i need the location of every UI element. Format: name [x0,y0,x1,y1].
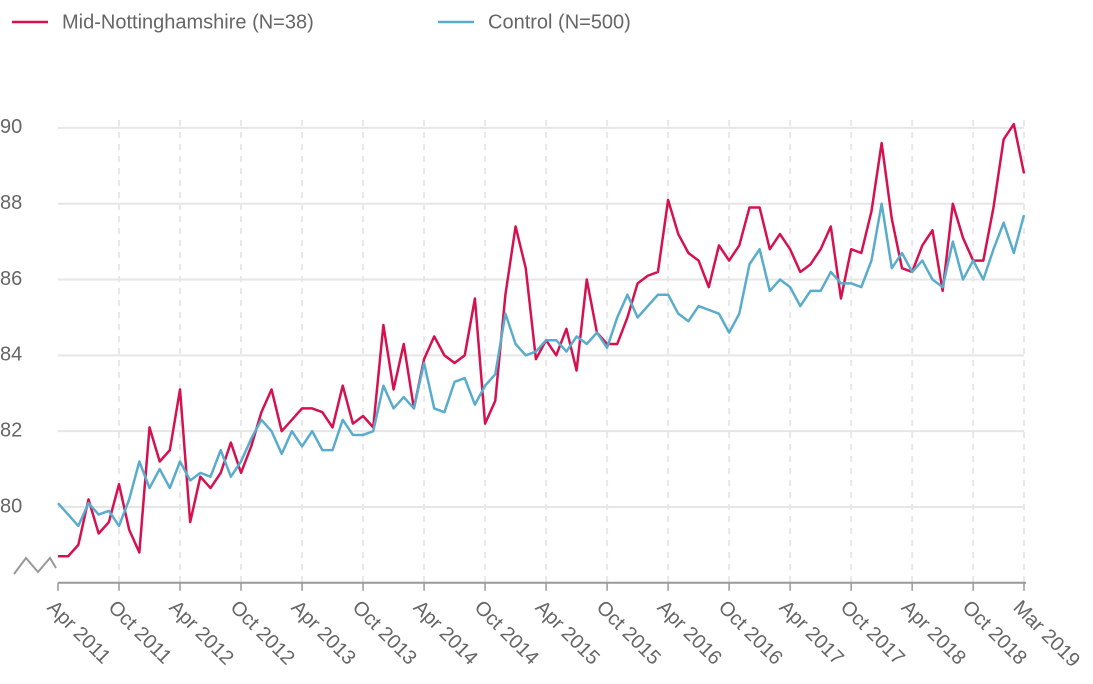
x-tick-label: Apr 2012 [165,597,238,670]
axis-break [13,556,57,575]
x-tick-label: Oct 2013 [348,597,421,670]
x-tick-label: Apr 2014 [409,597,482,670]
data-line [58,122,1026,558]
x-tick-label: Oct 2016 [714,597,787,670]
y-tick-label: 82 [0,419,22,441]
x-tick-label: Apr 2015 [531,597,604,670]
x-tick-label: Oct 2012 [226,597,299,670]
y-tick-label: 84 [0,344,22,366]
y-tick-label: 86 [0,268,22,290]
x-tick-label: Apr 2017 [775,597,848,670]
y-tick-label: 90 [0,116,22,138]
x-tick-label: Oct 2015 [592,597,665,670]
legend-label: Control (N=500) [488,11,631,33]
x-tick-label: Apr 2016 [653,597,726,670]
x-tick-label: Oct 2017 [836,597,909,670]
x-tick-label: Oct 2014 [470,597,543,670]
y-tick-label: 80 [0,495,22,517]
x-tick-label: Apr 2011 [43,597,115,669]
x-tick-label: Apr 2018 [897,597,970,670]
y-tick-label: 88 [0,192,22,214]
x-tick-label: Apr 2013 [287,597,360,670]
data-line [57,202,1026,528]
legend-label: Mid-Nottinghamshire (N=38) [62,11,314,33]
x-tick-label: Oct 2011 [104,597,176,669]
